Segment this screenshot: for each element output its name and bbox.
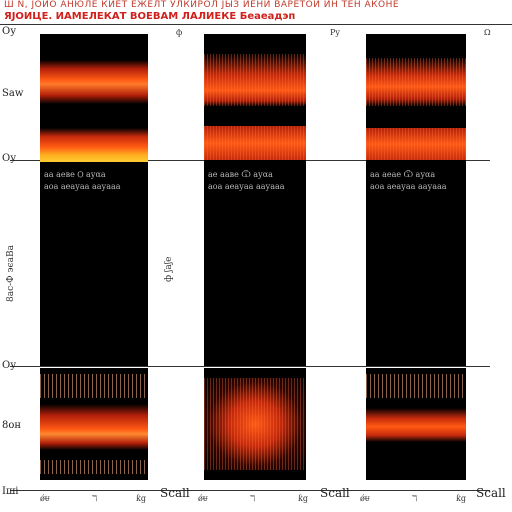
col1-foot-b: ℸ [92, 494, 98, 503]
left-top-label: Оу [2, 26, 17, 37]
mid-vertical-label: ф ʃаʃе [164, 256, 174, 282]
left-low-label: Оу [2, 360, 17, 371]
header-title-line1: Ш N, ЈОИО АНЮЛЕ КИЕТ ЕЖЕЛТ УЛКИРОЛ ЈЫЗ И… [4, 0, 400, 10]
left-vertical-label: 8ас-Ф ϶єаВа [6, 245, 16, 302]
glow-band [40, 404, 148, 450]
col3-foot-a: ǿᵾ [360, 494, 370, 503]
panel-col1-top [40, 34, 148, 162]
glow-band [366, 408, 466, 442]
col1-foot-c: ƙg [136, 494, 146, 503]
panel-col2-mid [204, 162, 306, 366]
streak-overlay [366, 58, 466, 106]
panel-col2-bottom [204, 368, 306, 480]
caption-col2: ае ааве Ѿ ауαа [208, 170, 273, 179]
glow-band [40, 60, 148, 104]
col3-foot-b: ℸ [412, 494, 418, 503]
streak-overlay [204, 126, 306, 160]
panel-col2-top [204, 34, 306, 162]
col2-top-marker: Ρy [330, 28, 340, 37]
col1-foot-a: ǿᵾ [40, 494, 50, 503]
glow-band [204, 378, 306, 470]
bottom-rule [10, 490, 490, 491]
streak-overlay [204, 378, 306, 470]
top-rule [0, 24, 512, 25]
row-divider-2 [10, 366, 490, 367]
glow-band [204, 126, 306, 160]
left-mid-label: Оу [2, 153, 17, 164]
glow-band [40, 128, 148, 162]
glow-band [204, 54, 306, 106]
col2-foot-b: ℸ [250, 494, 256, 503]
glow-band [366, 58, 466, 106]
col2-foot-a: ǿᵾ [198, 494, 208, 503]
streak-overlay [204, 54, 306, 106]
glow-band [366, 128, 466, 160]
left-row1-label: Sаw [2, 88, 24, 99]
panel-col3-bottom [366, 368, 466, 480]
caption2-col1: аоа аеауаа аауааа [44, 182, 121, 191]
col3-foot-c: ƙg [456, 494, 466, 503]
col1-foot-right: Sсаll [160, 486, 190, 500]
caption-col1: аа аеве Ѻ ауαа [44, 170, 106, 179]
col2-foot-right: Sсаll [320, 486, 350, 500]
caption2-col3: аоа аеауаа аауааа [370, 182, 447, 191]
header-title-line2: ЯЈОИЦЕ. ИАМЕЛЕКАТ ВОЕВАМ ЛАЛИЕКЕ Беаеадэ… [4, 11, 296, 22]
panel-col3-mid [366, 162, 466, 366]
panel-col1-bottom [40, 368, 148, 480]
streak-overlay [366, 128, 466, 160]
col2-foot-c: ƙg [298, 494, 308, 503]
panel-col3-top [366, 34, 466, 162]
caption2-col2: аоа аеауаа аауааа [208, 182, 285, 191]
streak-strip [40, 374, 148, 398]
caption-col3: аа аеае Ѿ ауαа [370, 170, 436, 179]
left-bottom-label: 8он [2, 420, 22, 431]
panel-col1-mid [40, 162, 148, 366]
col3-foot-right: Sсаll [476, 486, 506, 500]
streak-strip [366, 374, 466, 398]
streak-strip [40, 460, 148, 474]
left-foot-label: Іші [2, 486, 19, 497]
header: Ш N, ЈОИО АНЮЛЕ КИЕТ ЕЖЕЛТ УЛКИРОЛ ЈЫЗ И… [0, 0, 512, 24]
col3-top-marker: Ω [484, 28, 491, 37]
col1-top-marker: ф [176, 28, 183, 37]
